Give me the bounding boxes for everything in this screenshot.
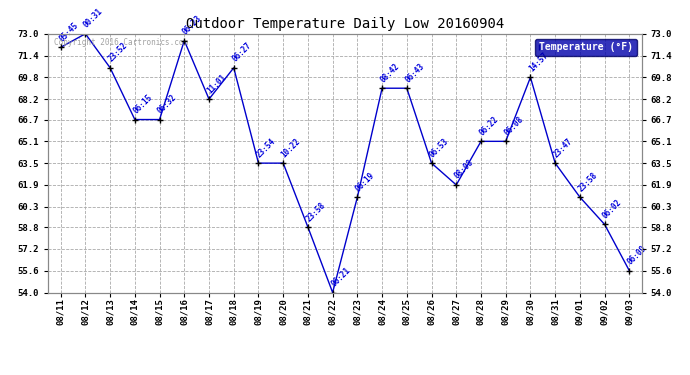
Text: 08:08: 08:08: [453, 158, 475, 181]
Text: 23:54: 23:54: [255, 136, 277, 159]
Text: 23:58: 23:58: [304, 200, 327, 223]
Text: 06:21: 06:21: [329, 266, 352, 288]
Text: 08:42: 08:42: [379, 62, 401, 84]
Text: 06:08: 06:08: [502, 114, 525, 137]
Text: 05:45: 05:45: [57, 21, 80, 43]
Text: 06:02: 06:02: [601, 198, 624, 220]
Title: Outdoor Temperature Daily Low 20160904: Outdoor Temperature Daily Low 20160904: [186, 17, 504, 31]
Text: 06:15: 06:15: [131, 93, 154, 116]
Text: 23:58: 23:58: [576, 170, 599, 193]
Text: 06:32: 06:32: [156, 93, 179, 116]
Text: Copyright 2016 Cartronics.com: Copyright 2016 Cartronics.com: [55, 38, 188, 46]
Text: 06:09: 06:09: [626, 244, 649, 267]
Legend: Temperature (°F): Temperature (°F): [535, 39, 637, 56]
Text: 06:53: 06:53: [428, 136, 451, 159]
Text: 14:57: 14:57: [527, 51, 549, 73]
Text: 06:43: 06:43: [403, 62, 426, 84]
Text: 06:19: 06:19: [354, 170, 377, 193]
Text: 06:22: 06:22: [477, 114, 500, 137]
Text: 00:31: 00:31: [82, 7, 104, 30]
Text: 10:22: 10:22: [279, 136, 302, 159]
Text: 23:52: 23:52: [106, 41, 129, 64]
Text: 06:23: 06:23: [181, 13, 204, 36]
Text: 06:27: 06:27: [230, 41, 253, 64]
Text: 23:47: 23:47: [551, 136, 574, 159]
Text: 11:01: 11:01: [206, 72, 228, 95]
